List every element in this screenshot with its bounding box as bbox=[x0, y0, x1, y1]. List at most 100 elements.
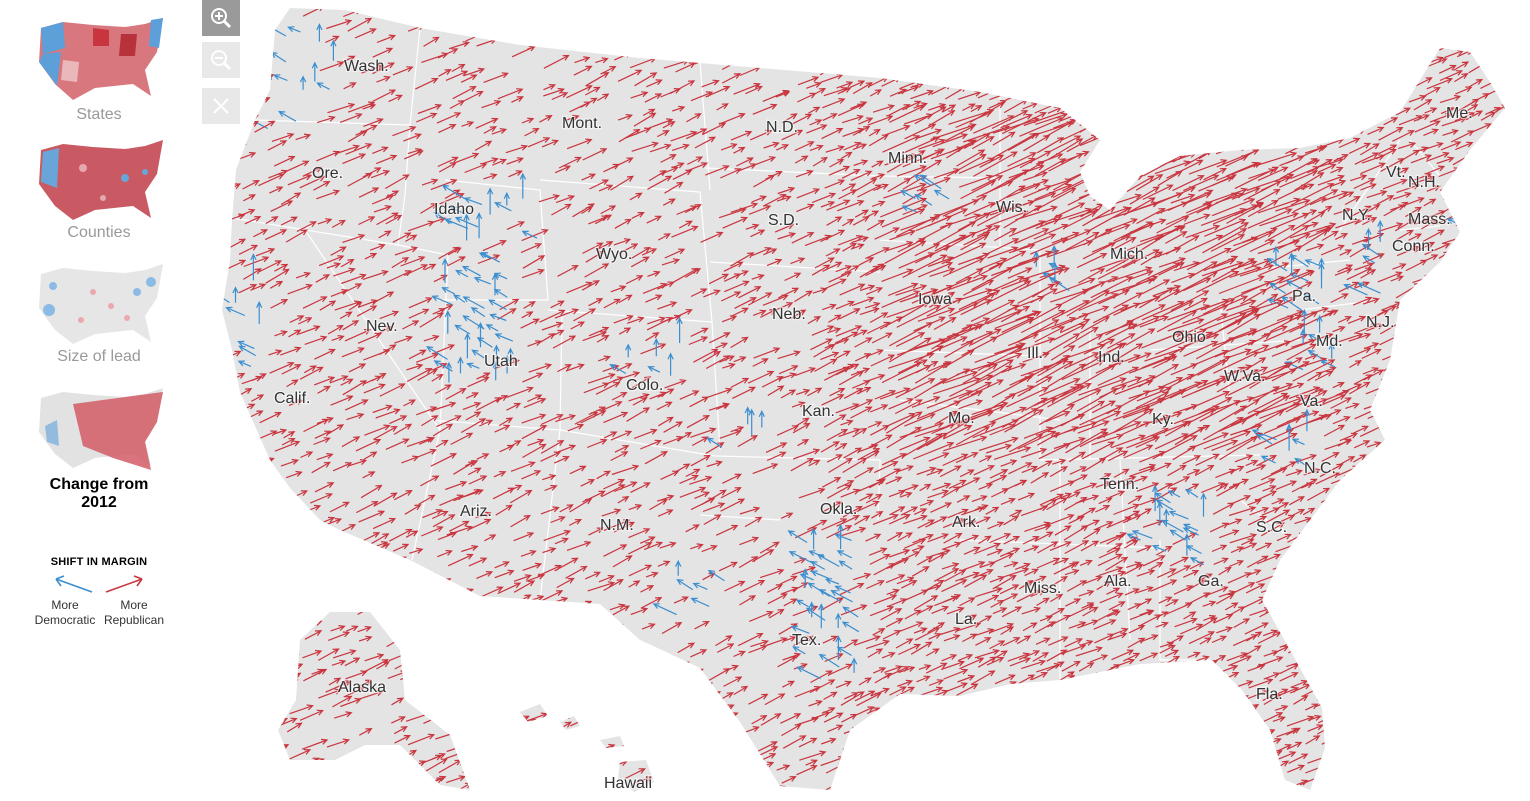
rep-shift-arrow bbox=[1060, 97, 1081, 110]
rep-shift-arrow bbox=[1134, 192, 1184, 211]
rep-shift-arrow bbox=[774, 223, 795, 233]
rep-shift-arrow bbox=[1077, 33, 1097, 42]
rep-shift-arrow bbox=[1472, 710, 1494, 721]
reset-button[interactable] bbox=[202, 88, 240, 124]
rep-shift-arrow bbox=[1075, 646, 1103, 657]
rep-shift-arrow bbox=[942, 453, 969, 467]
rep-shift-arrow bbox=[1260, 522, 1286, 537]
rep-shift-arrow bbox=[842, 242, 858, 252]
rep-shift-arrow bbox=[1421, 680, 1435, 688]
rep-shift-arrow bbox=[946, 682, 968, 692]
zoom-out-button[interactable] bbox=[202, 42, 240, 78]
zoom-in-button[interactable] bbox=[202, 0, 240, 36]
rep-shift-arrow bbox=[1486, 68, 1500, 77]
rep-shift-arrow bbox=[1227, 753, 1242, 762]
rep-shift-arrow bbox=[1123, 444, 1154, 459]
rep-shift-arrow bbox=[280, 192, 302, 206]
rep-shift-arrow bbox=[1451, 559, 1467, 569]
rep-shift-arrow bbox=[1242, 106, 1282, 124]
rep-shift-arrow bbox=[720, 498, 746, 512]
rep-shift-arrow bbox=[767, 593, 788, 605]
rep-shift-arrow bbox=[387, 608, 409, 622]
rep-shift-arrow bbox=[1427, 756, 1442, 763]
rep-shift-arrow bbox=[1323, 520, 1345, 530]
rep-shift-arrow bbox=[1183, 213, 1211, 226]
rep-shift-arrow bbox=[1053, 562, 1077, 575]
rep-shift-arrow bbox=[280, 346, 302, 356]
rep-shift-arrow bbox=[940, 660, 966, 671]
rep-shift-arrow bbox=[999, 547, 1021, 557]
rep-shift-arrow bbox=[659, 541, 677, 549]
rep-shift-arrow bbox=[1047, 363, 1087, 388]
rep-shift-arrow bbox=[1429, 771, 1443, 779]
rep-shift-arrow bbox=[1317, 163, 1337, 173]
dem-shift-arrow bbox=[494, 333, 514, 342]
rep-shift-arrow bbox=[314, 430, 332, 439]
view-option-size-of-lead[interactable]: Size of lead bbox=[30, 262, 168, 366]
rep-shift-arrow bbox=[535, 768, 557, 778]
rep-shift-arrow bbox=[565, 363, 585, 372]
rep-shift-arrow bbox=[1407, 49, 1425, 58]
rep-shift-arrow bbox=[911, 23, 932, 31]
rep-shift-arrow bbox=[1309, 119, 1325, 126]
rep-shift-arrow bbox=[1079, 405, 1123, 426]
dem-shift-arrow bbox=[842, 606, 859, 618]
rep-shift-arrow bbox=[1090, 207, 1133, 231]
rep-shift-arrow bbox=[825, 248, 841, 257]
rep-shift-arrow bbox=[851, 236, 870, 244]
view-option-change-from-2012[interactable]: Change from 2012 bbox=[30, 386, 168, 512]
rep-shift-arrow bbox=[978, 737, 994, 744]
rep-shift-arrow bbox=[483, 126, 498, 134]
view-option-counties[interactable]: Counties bbox=[30, 138, 168, 242]
rep-shift-arrow bbox=[902, 254, 948, 279]
rep-shift-arrow bbox=[253, 229, 269, 238]
rep-shift-arrow bbox=[254, 642, 275, 654]
rep-shift-arrow bbox=[1138, 683, 1156, 694]
rep-shift-arrow bbox=[931, 423, 956, 435]
rep-shift-arrow bbox=[673, 596, 689, 604]
rep-shift-arrow bbox=[1170, 702, 1185, 710]
rep-shift-arrow bbox=[1211, 174, 1237, 187]
rep-shift-arrow bbox=[521, 117, 535, 124]
rep-shift-arrow bbox=[1139, 609, 1154, 616]
rep-shift-arrow bbox=[1263, 323, 1306, 342]
rep-shift-arrow bbox=[973, 151, 1018, 177]
rep-shift-arrow bbox=[1095, 74, 1120, 84]
rep-shift-arrow bbox=[580, 97, 598, 108]
view-option-states[interactable]: States bbox=[30, 12, 168, 124]
rep-shift-arrow bbox=[341, 273, 367, 285]
rep-shift-arrow bbox=[871, 332, 893, 344]
rep-shift-arrow bbox=[828, 165, 851, 176]
rep-shift-arrow bbox=[584, 263, 610, 278]
rep-shift-arrow bbox=[332, 577, 349, 585]
rep-shift-arrow bbox=[235, 560, 253, 570]
rep-shift-arrow bbox=[958, 399, 984, 410]
rep-shift-arrow bbox=[1082, 606, 1099, 617]
rep-shift-arrow bbox=[948, 302, 979, 317]
rep-shift-arrow bbox=[1180, 758, 1195, 767]
rep-shift-arrow bbox=[222, 487, 248, 500]
rep-shift-arrow bbox=[1000, 725, 1016, 733]
rep-shift-arrow bbox=[894, 399, 923, 415]
rep-shift-arrow bbox=[466, 663, 483, 672]
rep-shift-arrow bbox=[1090, 8, 1114, 18]
rep-shift-arrow bbox=[828, 663, 853, 676]
rep-shift-arrow bbox=[376, 34, 397, 44]
rep-shift-arrow bbox=[1497, 269, 1505, 278]
state-label-nd: N.D. bbox=[766, 119, 798, 136]
dem-shift-arrow bbox=[807, 582, 831, 597]
rep-shift-arrow bbox=[627, 316, 645, 324]
rep-shift-arrow bbox=[582, 148, 608, 161]
rep-shift-arrow bbox=[1365, 507, 1390, 519]
rep-shift-arrow bbox=[964, 574, 988, 588]
rep-shift-arrow bbox=[1504, 493, 1505, 506]
rep-shift-arrow bbox=[1410, 154, 1433, 164]
rep-shift-arrow bbox=[913, 508, 928, 515]
rep-shift-arrow bbox=[1247, 333, 1272, 346]
rep-shift-arrow bbox=[685, 128, 708, 140]
rep-shift-arrow bbox=[649, 498, 669, 511]
rep-shift-arrow bbox=[993, 446, 1032, 460]
rep-shift-arrow bbox=[990, 318, 1035, 341]
rep-shift-arrow bbox=[1361, 349, 1382, 360]
